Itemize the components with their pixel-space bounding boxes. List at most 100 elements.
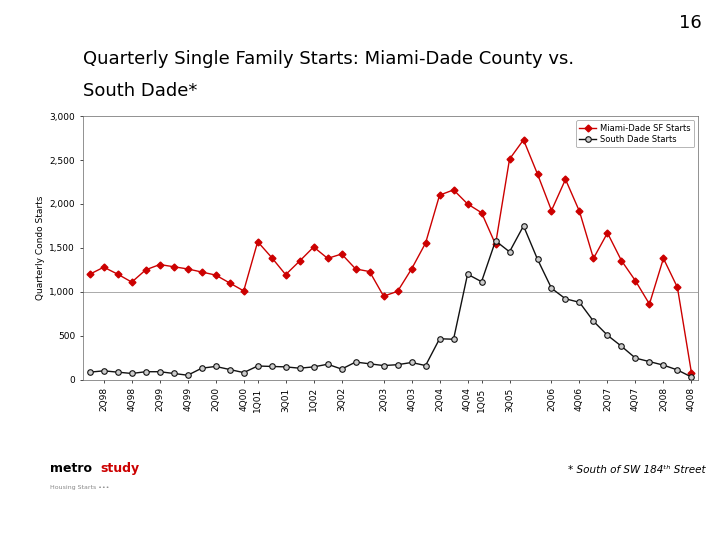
South Dade Starts <box>99 368 108 374</box>
Miami-Dade SF Starts <box>408 266 416 272</box>
South Dade Starts <box>436 335 444 342</box>
South Dade Starts <box>295 365 304 372</box>
Miami-Dade SF Starts <box>239 288 248 294</box>
Text: metro: metro <box>50 462 92 475</box>
South Dade Starts <box>351 359 360 365</box>
Miami-Dade SF Starts <box>114 271 122 278</box>
Miami-Dade SF Starts <box>310 244 318 250</box>
Miami-Dade SF Starts <box>323 255 332 262</box>
Text: ⏻: ⏻ <box>124 508 135 528</box>
Miami-Dade SF Starts <box>436 192 444 198</box>
Miami-Dade SF Starts <box>673 284 682 291</box>
Miami-Dade SF Starts <box>393 288 402 295</box>
South Dade Starts <box>253 363 262 369</box>
Y-axis label: Quarterly Condo Starts: Quarterly Condo Starts <box>36 195 45 300</box>
South Dade Starts <box>561 295 570 302</box>
South Dade Starts <box>197 365 206 372</box>
Text: Metrostudy    Brad Hunter (561) 573-8351: Metrostudy Brad Hunter (561) 573-8351 <box>279 513 513 523</box>
South Dade Starts <box>547 285 556 292</box>
South Dade Starts <box>519 222 528 229</box>
Miami-Dade SF Starts <box>603 230 612 236</box>
Miami-Dade SF Starts <box>365 268 374 275</box>
Miami-Dade SF Starts <box>295 258 304 264</box>
Miami-Dade SF Starts <box>225 280 234 286</box>
South Dade Starts <box>673 367 682 373</box>
South Dade Starts <box>184 372 192 379</box>
Miami-Dade SF Starts <box>589 255 598 262</box>
Miami-Dade SF Starts <box>127 279 136 285</box>
Miami-Dade SF Starts <box>561 176 570 183</box>
Text: * South of SW 184ᵗʰ Street: * South of SW 184ᵗʰ Street <box>568 465 706 476</box>
Miami-Dade SF Starts <box>534 171 542 177</box>
Miami-Dade SF Starts <box>463 201 472 207</box>
Line: South Dade Starts: South Dade Starts <box>87 223 694 380</box>
Legend: Miami-Dade SF Starts, South Dade Starts: Miami-Dade SF Starts, South Dade Starts <box>576 120 694 147</box>
Miami-Dade SF Starts <box>337 251 346 257</box>
South Dade Starts <box>310 363 318 370</box>
Miami-Dade SF Starts <box>351 266 360 272</box>
Miami-Dade SF Starts <box>519 137 528 143</box>
Miami-Dade SF Starts <box>379 293 388 299</box>
South Dade Starts <box>575 299 584 306</box>
South Dade Starts <box>603 332 612 339</box>
South Dade Starts <box>267 363 276 370</box>
Miami-Dade SF Starts <box>197 269 206 275</box>
South Dade Starts <box>169 370 178 377</box>
Text: South Dade*: South Dade* <box>83 82 197 100</box>
South Dade Starts <box>449 336 458 342</box>
South Dade Starts <box>156 368 164 375</box>
Text: Housing Starts •••: Housing Starts ••• <box>50 485 110 490</box>
South Dade Starts <box>617 343 626 349</box>
Miami-Dade SF Starts <box>267 254 276 261</box>
South Dade Starts <box>631 355 640 361</box>
South Dade Starts <box>534 256 542 262</box>
South Dade Starts <box>225 366 234 373</box>
Miami-Dade SF Starts <box>687 369 696 376</box>
Text: 16: 16 <box>679 14 702 31</box>
Miami-Dade SF Starts <box>141 267 150 273</box>
Miami-Dade SF Starts <box>421 240 430 246</box>
South Dade Starts <box>379 362 388 369</box>
Miami-Dade SF Starts <box>169 264 178 270</box>
Miami-Dade SF Starts <box>99 264 108 271</box>
South Dade Starts <box>337 366 346 372</box>
Text: Quarterly Single Family Starts: Miami-Dade County vs.: Quarterly Single Family Starts: Miami-Da… <box>83 50 574 68</box>
South Dade Starts <box>239 369 248 376</box>
South Dade Starts <box>86 369 94 375</box>
Miami-Dade SF Starts <box>253 239 262 245</box>
South Dade Starts <box>505 248 514 255</box>
Miami-Dade SF Starts <box>449 187 458 193</box>
South Dade Starts <box>659 362 667 368</box>
South Dade Starts <box>323 361 332 368</box>
Miami-Dade SF Starts <box>505 156 514 163</box>
South Dade Starts <box>421 362 430 369</box>
Text: study: study <box>101 462 140 475</box>
South Dade Starts <box>365 361 374 367</box>
Miami-Dade SF Starts <box>659 255 667 262</box>
South Dade Starts <box>477 279 486 285</box>
Miami-Dade SF Starts <box>547 207 556 214</box>
Miami-Dade SF Starts <box>631 278 640 284</box>
Miami-Dade SF Starts <box>477 210 486 216</box>
South Dade Starts <box>491 238 500 244</box>
Miami-Dade SF Starts <box>282 272 290 278</box>
Miami-Dade SF Starts <box>617 258 626 264</box>
South Dade Starts <box>114 369 122 375</box>
Miami-Dade SF Starts <box>491 241 500 247</box>
South Dade Starts <box>463 271 472 278</box>
South Dade Starts <box>127 370 136 377</box>
Line: Miami-Dade SF Starts: Miami-Dade SF Starts <box>87 137 694 375</box>
Miami-Dade SF Starts <box>212 272 220 278</box>
Miami-Dade SF Starts <box>645 301 654 307</box>
South Dade Starts <box>645 359 654 365</box>
Miami-Dade SF Starts <box>156 261 164 268</box>
Miami-Dade SF Starts <box>86 271 94 278</box>
South Dade Starts <box>687 374 696 380</box>
Miami-Dade SF Starts <box>184 266 192 272</box>
South Dade Starts <box>408 359 416 366</box>
Miami-Dade SF Starts <box>575 208 584 214</box>
South Dade Starts <box>393 361 402 368</box>
South Dade Starts <box>282 363 290 370</box>
South Dade Starts <box>141 368 150 375</box>
South Dade Starts <box>589 318 598 325</box>
